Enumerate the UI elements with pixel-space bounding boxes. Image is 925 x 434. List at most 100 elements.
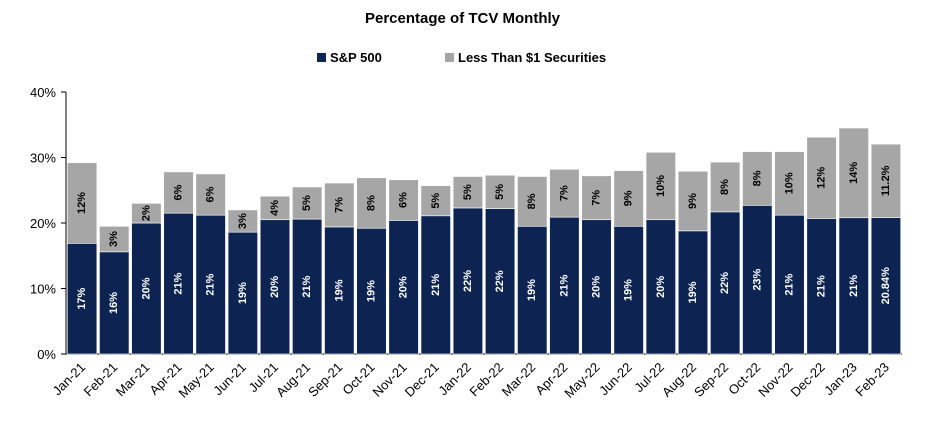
x-tick-label: Mar-22	[499, 360, 539, 400]
bar-data-label: 6%	[205, 186, 217, 202]
bar-data-label: 14%	[848, 162, 860, 184]
bar-data-label: 21%	[848, 275, 860, 297]
bar-segment-less-than-1	[645, 151, 676, 221]
bar-segment-less-than-1	[549, 168, 580, 218]
x-tick-label: Nov-22	[755, 360, 795, 400]
bar-data-label: 8%	[719, 179, 731, 195]
bar-segment-less-than-1	[356, 177, 387, 229]
bar-data-label: 20%	[269, 276, 281, 298]
x-tick-label: Jun-21	[210, 360, 249, 399]
bar-segment-sp500	[292, 218, 323, 355]
bar-segment-less-than-1	[806, 136, 837, 219]
bar-data-label: 21%	[783, 273, 795, 295]
bar-segment-sp500	[163, 212, 194, 355]
bar-data-label: 7%	[333, 197, 345, 213]
bar-data-label: 12%	[816, 167, 828, 189]
bar-segment-less-than-1	[227, 209, 258, 233]
bar-data-label: 20%	[591, 276, 603, 298]
bar-data-label: 20%	[398, 276, 410, 298]
x-tick-label: Jan-23	[821, 360, 860, 399]
bar-segment-less-than-1	[420, 185, 451, 217]
bar-data-label: 20%	[140, 277, 152, 299]
bar-segment-less-than-1	[388, 179, 419, 221]
y-tick-label: 0%	[37, 347, 56, 362]
bar-segment-less-than-1	[870, 143, 902, 218]
bar-segment-less-than-1	[99, 225, 130, 253]
bar-data-label: 20%	[655, 276, 667, 298]
bar-data-label: 22%	[494, 270, 506, 292]
x-tick-label: Nov-21	[369, 360, 409, 400]
bar-segment-sp500	[838, 217, 869, 355]
bar-segment-sp500	[870, 217, 902, 355]
bar-segment-sp500	[420, 215, 451, 355]
bar-data-label: 7%	[558, 185, 570, 201]
bar-segment-sp500	[613, 225, 644, 355]
bar-data-label: 5%	[494, 184, 506, 200]
x-tick-label: Sep-22	[691, 360, 731, 400]
bar-segment-less-than-1	[677, 170, 709, 232]
bar-data-label: 19%	[687, 281, 699, 303]
bar-data-label: 21%	[301, 275, 313, 297]
bar-data-label: 5%	[430, 193, 442, 209]
bar-data-label: 4%	[269, 200, 281, 216]
bar-segment-sp500	[549, 216, 580, 355]
bar-segment-sp500	[710, 211, 741, 355]
bar-data-label: 8%	[751, 170, 763, 186]
bar-data-label: 17%	[76, 287, 88, 309]
bar-data-label: 10%	[783, 172, 795, 194]
bar-segment-sp500	[645, 219, 676, 355]
bar-segment-less-than-1	[292, 186, 323, 220]
bar-segment-sp500	[195, 214, 226, 355]
bar-segment-less-than-1	[517, 176, 548, 227]
x-tick-label: Feb-22	[466, 360, 506, 400]
bar-segment-less-than-1	[742, 151, 773, 206]
bar-segment-less-than-1	[66, 162, 98, 244]
x-tick-label: May-22	[561, 360, 602, 401]
bar-data-label: 23%	[751, 268, 763, 290]
bar-data-label: 22%	[719, 272, 731, 294]
x-tick-label: Dec-22	[787, 360, 827, 400]
bar-data-label: 8%	[526, 193, 538, 209]
bar-data-label: 16%	[108, 292, 120, 314]
legend-item-sp500: S&P 500	[317, 50, 382, 65]
chart-title: Percentage of TCV Monthly	[364, 10, 561, 27]
bar-data-label: 6%	[398, 192, 410, 208]
x-tick-label: Feb-23	[852, 360, 892, 400]
bar-segment-sp500	[324, 226, 355, 355]
bar-segment-sp500	[452, 207, 484, 355]
bar-segment-sp500	[227, 231, 258, 355]
bar-segment-sp500	[388, 220, 419, 355]
bar-data-label: 19%	[237, 282, 249, 304]
bar-data-label: 19%	[365, 280, 377, 302]
x-tick-label: Dec-21	[402, 360, 442, 400]
x-tick-label: May-21	[176, 360, 217, 401]
x-tick-label: Mar-21	[113, 360, 153, 400]
x-tick-label: Jan-22	[435, 360, 474, 399]
bar-segment-less-than-1	[838, 127, 869, 219]
bar-data-label: 8%	[365, 195, 377, 211]
bar-segment-sp500	[484, 208, 516, 355]
bar-segment-less-than-1	[613, 170, 644, 227]
bar-data-label: 19%	[623, 279, 635, 301]
bar-segment-sp500	[66, 243, 98, 355]
x-tick-label: Aug-21	[273, 360, 313, 400]
x-tick-label: Feb-21	[81, 360, 121, 400]
chart-legend: S&P 500 Less Than $1 Securities	[0, 50, 925, 70]
bar-segment-less-than-1	[710, 161, 741, 213]
bar-data-label: 21%	[816, 275, 828, 297]
legend-label-less-than-1: Less Than $1 Securities	[458, 50, 607, 65]
bar-segment-sp500	[259, 219, 291, 355]
legend-swatch-less-than-1	[445, 53, 454, 62]
bar-data-label: 19%	[333, 279, 345, 301]
bar-segment-less-than-1	[581, 175, 612, 221]
x-tick-label: Aug-22	[659, 360, 699, 400]
bar-data-label: 21%	[173, 272, 185, 294]
y-tick-label: 20%	[30, 216, 56, 231]
bar-segment-sp500	[517, 225, 548, 355]
bar-data-label: 21%	[205, 273, 217, 295]
bar-data-label: 5%	[301, 195, 313, 211]
bar-segment-less-than-1	[484, 174, 516, 209]
bar-data-label: 22%	[462, 270, 474, 292]
x-tick-label: Sep-21	[305, 360, 345, 400]
